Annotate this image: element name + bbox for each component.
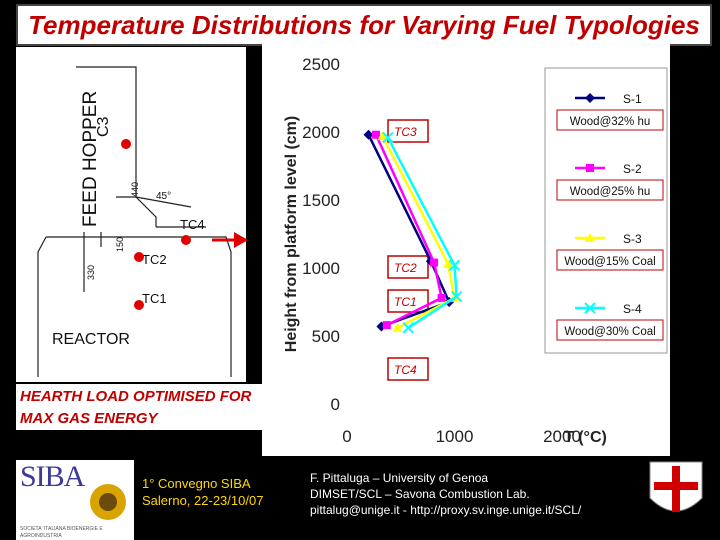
tc1-sensor [134,300,144,310]
author-line-1: F. Pittaluga – University of Genoa [310,471,489,485]
legend-series-desc: Wood@15% Coal [564,256,655,268]
tc4-label: TC4 [180,217,205,232]
legend-desc-box [556,319,664,341]
author-line-3: pittalug@unige.it - http://proxy.sv.inge… [310,503,582,517]
author-info: F. Pittaluga – University of Genoa DIMSE… [310,470,581,518]
annotation-label: TC3 [394,125,417,139]
page-title: Temperature Distributions for Varying Fu… [28,10,700,40]
annotation-box [387,289,429,313]
x-tick-label: 0 [342,427,351,446]
series-line [374,134,444,327]
data-point [584,302,596,314]
x-tick-label: 2000 [543,427,581,446]
data-point [585,93,595,103]
tc2-label: TC2 [142,252,167,267]
annotation-label: TC2 [394,261,417,275]
c3-sensor [121,139,131,149]
reactor-diagram: FEED HOPPER C3 440 45° TC4 150 330 TC2 T… [16,47,246,382]
siba-logo: SIBA SOCIETA' ITALIANA BIOENERGIE E AGRO… [16,460,134,540]
tc4-sensor [181,235,191,245]
x-axis-label: T (°C) [564,429,607,446]
data-point [448,259,461,271]
legend-series-desc: Wood@25% hu [570,186,651,198]
feed-hopper-label: FEED HOPPER [80,91,101,227]
series-line [381,135,456,329]
dim-330: 330 [86,265,96,280]
dim-150: 150 [115,237,125,252]
legend-series-name: S-3 [623,232,642,246]
siba-logo-text: SIBA [20,460,85,493]
legend-series-name: S-1 [623,92,642,106]
legend-desc-box [556,179,664,201]
tc2-sensor [134,252,144,262]
series-line [386,136,458,329]
legend-desc-box [556,249,664,271]
conference-line-1: 1° Convegno SIBA [142,476,251,491]
reactor-drawing: FEED HOPPER C3 440 45° TC4 150 330 TC2 T… [37,66,232,377]
y-axis-label: Height from platform level (cm) [283,116,300,352]
data-point [363,129,374,140]
conference-line-2: Salerno, 22-23/10/07 [142,493,264,508]
series-line [367,134,451,328]
annotation-box [387,119,429,143]
data-point [437,293,446,302]
x-tick-label: 1000 [436,427,474,446]
data-point [585,233,595,242]
siba-subtitle: SOCIETA' ITALIANA BIOENERGIE E AGROINDUS… [20,526,103,539]
legend-series-name: S-2 [623,162,642,176]
title-bar: Temperature Distributions for Varying Fu… [16,4,712,46]
conference-info: 1° Convegno SIBA Salerno, 22-23/10/07 [142,475,263,509]
data-point [450,290,463,303]
data-point [382,131,394,144]
y-tick-label: 0 [331,395,340,414]
data-point [372,130,381,139]
c3-label: C3 [95,116,112,137]
author-line-2: DIMSET/SCL – Savona Combustion Lab. [310,487,530,501]
data-point [443,258,454,268]
chart-panel: 0 500 1000 1500 2000 2500 0 1000 2000 Height from… [262,44,670,456]
data-point [430,258,439,267]
dim-45: 45° [156,191,171,202]
legend-series-desc: Wood@30% Coal [564,326,655,338]
tc1-label: TC1 [142,291,167,306]
university-crest-icon [649,461,703,512]
y-tick-label: 2000 [302,123,340,142]
data-point [586,164,594,172]
annotation-box [387,255,429,279]
annotation-box [387,357,429,381]
legend-desc-box [556,109,664,131]
y-tick-label: 500 [312,327,340,346]
hearth-text: HEARTH LOAD OPTIMISED FOR MAX GAS ENERGY [20,388,252,427]
y-tick-label: 1000 [302,259,340,278]
legend-series-desc: Wood@32% hu [570,116,651,128]
dim-440: 440 [130,182,140,197]
y-tick-label: 2500 [302,55,340,74]
hearth-note: HEARTH LOAD OPTIMISED FOR MAX GAS ENERGY [16,384,266,430]
arrow-icon [212,232,248,248]
y-tick-label: 1500 [302,191,340,210]
sunflower-icon [90,484,126,520]
data-point [382,321,391,330]
data-point [392,322,403,332]
annotation-label: TC1 [394,295,417,309]
data-point [402,322,414,334]
reactor-label: REACTOR [52,331,130,348]
annotation-label: TC4 [394,363,417,377]
data-point [377,131,388,141]
legend-series-name: S-4 [623,302,642,316]
